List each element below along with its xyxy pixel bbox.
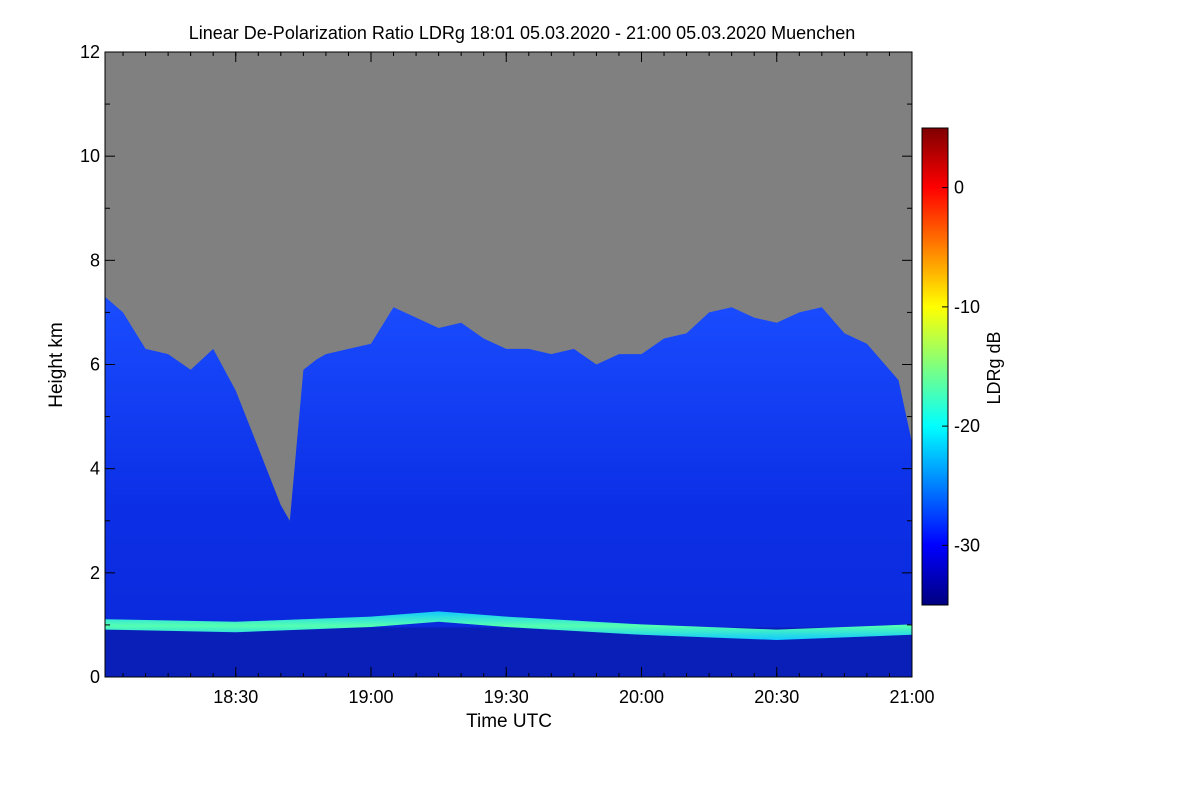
colorbar-tick-label: -10 — [954, 297, 980, 317]
y-tick-label: 10 — [80, 146, 100, 166]
x-tick-label: 18:30 — [213, 687, 258, 707]
x-axis-label: Time UTC — [466, 711, 552, 732]
colorbar-tick-label: -20 — [954, 416, 980, 436]
y-tick-label: 12 — [80, 42, 100, 62]
colorbar-label: LDRg dB — [984, 331, 1004, 404]
x-tick-label: 20:00 — [619, 687, 664, 707]
colorbar-tick-label: -30 — [954, 535, 980, 555]
plot-area — [104, 51, 913, 678]
colorbar: 0 -10 -20 -30 — [921, 127, 980, 606]
y-tick-label: 2 — [90, 563, 100, 583]
y-tick-label: 4 — [90, 459, 100, 479]
y-axis-label: Height km — [46, 322, 67, 408]
colorbar-tick-label: 0 — [954, 178, 964, 198]
x-tick-label: 20:30 — [754, 687, 799, 707]
x-tick-label: 19:00 — [348, 687, 393, 707]
cloud-layer — [105, 296, 912, 677]
axes: 0 2 4 6 8 10 12 18:30 19:00 19:30 20:00 20:30 21:00 — [80, 42, 935, 707]
y-tick-label: 6 — [90, 355, 100, 375]
boundary-layer-band — [105, 611, 912, 640]
chart-title: Linear De-Polarization Ratio LDRg 18:01 … — [189, 23, 855, 43]
y-tick-label: 8 — [90, 250, 100, 270]
x-tick-label: 19:30 — [484, 687, 529, 707]
y-tick-label: 0 — [90, 667, 100, 687]
x-tick-label: 21:00 — [889, 687, 934, 707]
colorbar-bar — [921, 127, 949, 606]
